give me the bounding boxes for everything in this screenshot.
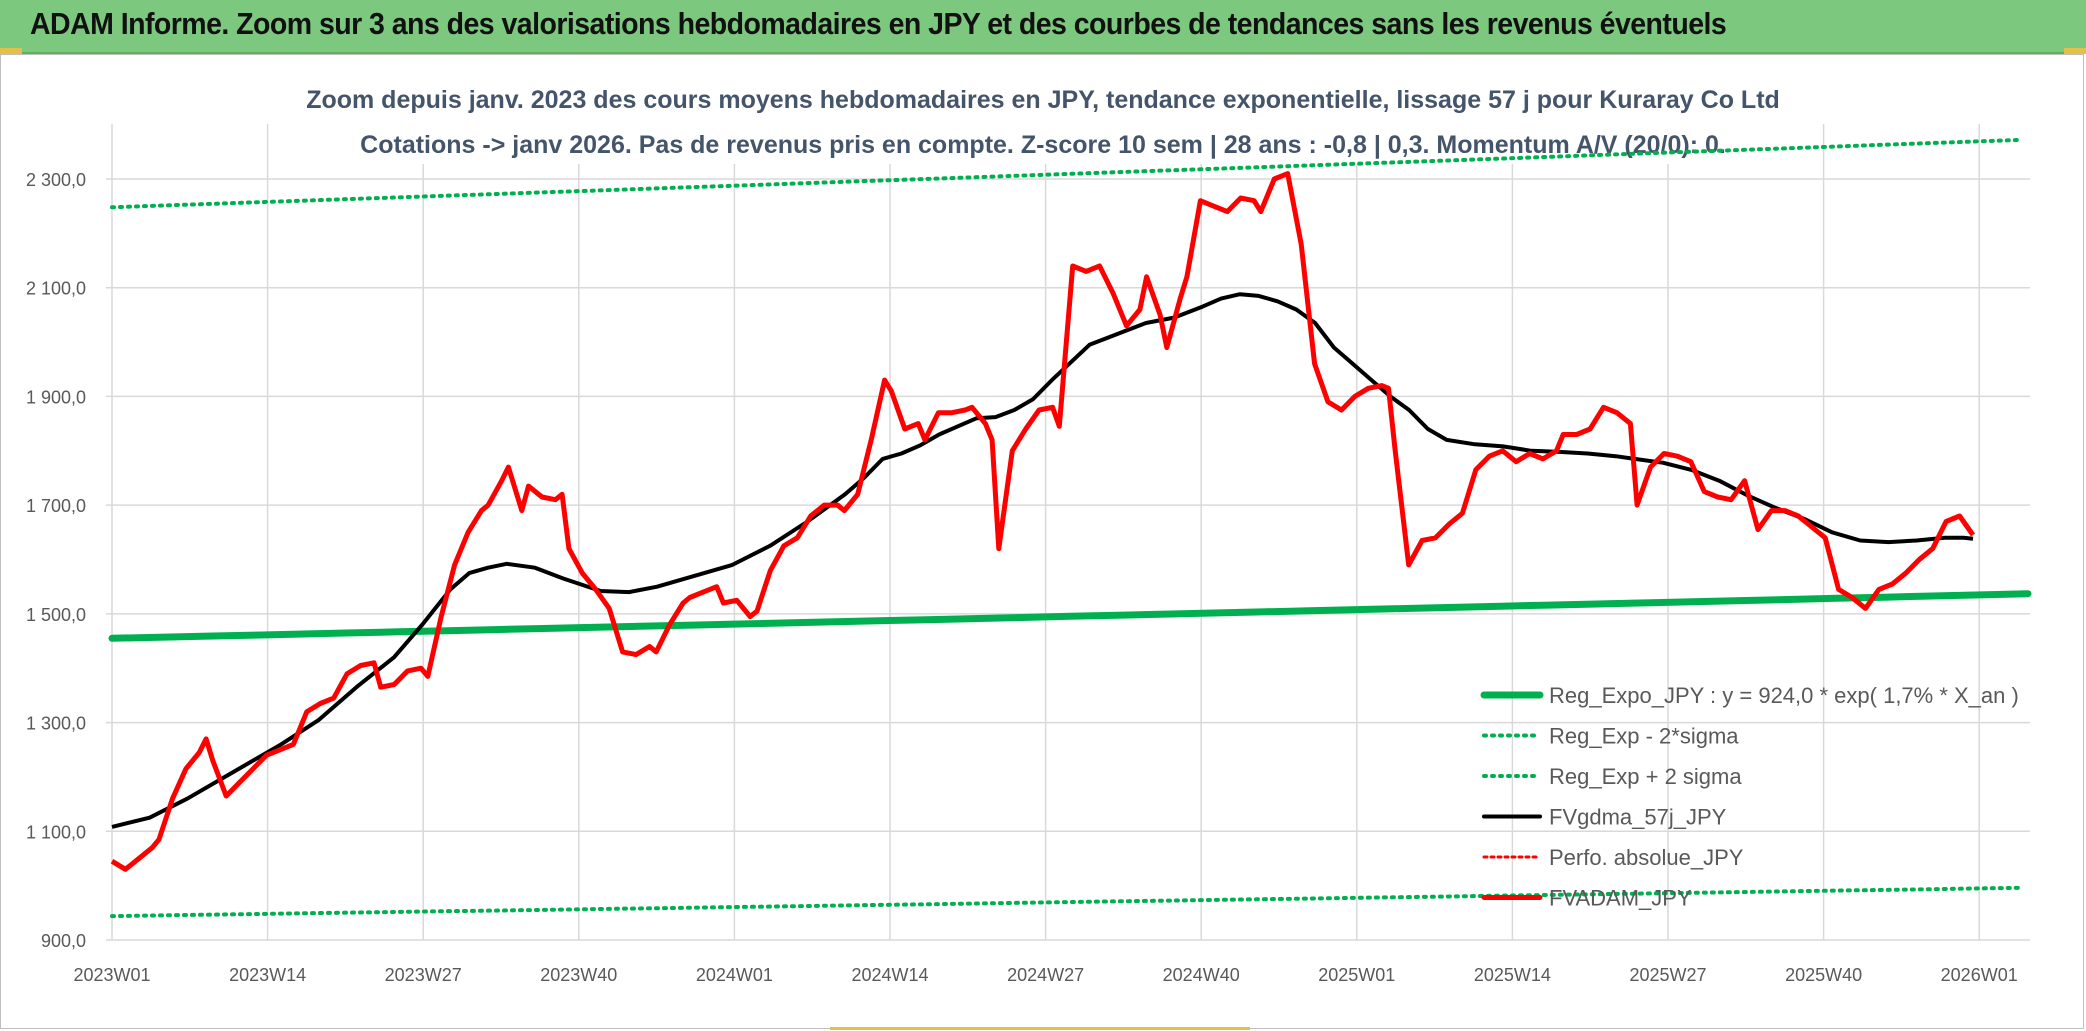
report-title: ADAM Informe. Zoom sur 3 ans des valoris… [30,6,1727,41]
x-tick-label: 2024W01 [696,965,773,985]
x-tick-label: 2024W27 [1007,965,1084,985]
legend-label-reg_expo: Reg_Expo_JPY : y = 924,0 * exp( 1,7% * X… [1549,683,2019,708]
grid [106,124,2030,941]
series-layer [108,137,2032,919]
legend: Reg_Expo_JPY : y = 924,0 * exp( 1,7% * X… [1480,683,2019,911]
y-tick-label: 1 100,0 [26,822,86,842]
x-tick-label: 2023W14 [229,965,306,985]
legend-label-perfo: Perfo. absolue_JPY [1549,845,1744,870]
y-tick-label: 1 700,0 [26,496,86,516]
chart-title-line2: Cotations -> janv 2026. Pas de revenus p… [360,131,1726,159]
x-axis: 2023W01 2023W14 2023W27 2023W40 2024W01 2024W… [73,965,2017,985]
y-tick-label: 1 500,0 [26,605,86,625]
legend-label-minus2sigma: Reg_Exp - 2*sigma [1549,724,1739,749]
legend-label-adam: FVADAM_JPY [1549,886,1692,911]
legend-label-gdma: FVgdma_57j_JPY [1549,805,1727,830]
y-tick-label: 2 300,0 [26,170,86,190]
x-tick-label: 2024W14 [851,965,928,985]
y-tick-label: 2 100,0 [26,279,86,299]
y-tick-label: 900,0 [41,931,86,951]
y-tick-label: 1 900,0 [26,387,86,407]
x-tick-label: 2026W01 [1941,965,2018,985]
x-tick-label: 2025W27 [1629,965,1706,985]
chart-title-line1: Zoom depuis janv. 2023 des cours moyens … [306,86,1780,114]
bottom-accent [830,1027,1250,1030]
x-tick-label: 2025W40 [1785,965,1862,985]
series-adam [110,171,1976,872]
series-gdma [111,292,1974,829]
x-tick-label: 2025W14 [1474,965,1551,985]
header-accent-right [2064,48,2086,54]
series-plus-2-sigma [110,137,2022,210]
y-axis: 900,0 1 100,0 1 300,0 1 500,0 1 700,0 1 900,0… [26,170,86,951]
header-accent-left [0,48,22,54]
legend-label-plus2sigma: Reg_Exp + 2 sigma [1549,764,1742,789]
x-tick-label: 2023W01 [73,965,150,985]
series-minus-2-sigma [110,885,2022,919]
header-bar: ADAM Informe. Zoom sur 3 ans des valoris… [0,0,2086,54]
x-tick-label: 2023W40 [540,965,617,985]
x-tick-label: 2024W40 [1163,965,1240,985]
x-tick-label: 2025W01 [1318,965,1395,985]
series-reg-expo [108,590,2032,642]
y-tick-label: 1 300,0 [26,714,86,734]
x-tick-label: 2023W27 [385,965,462,985]
